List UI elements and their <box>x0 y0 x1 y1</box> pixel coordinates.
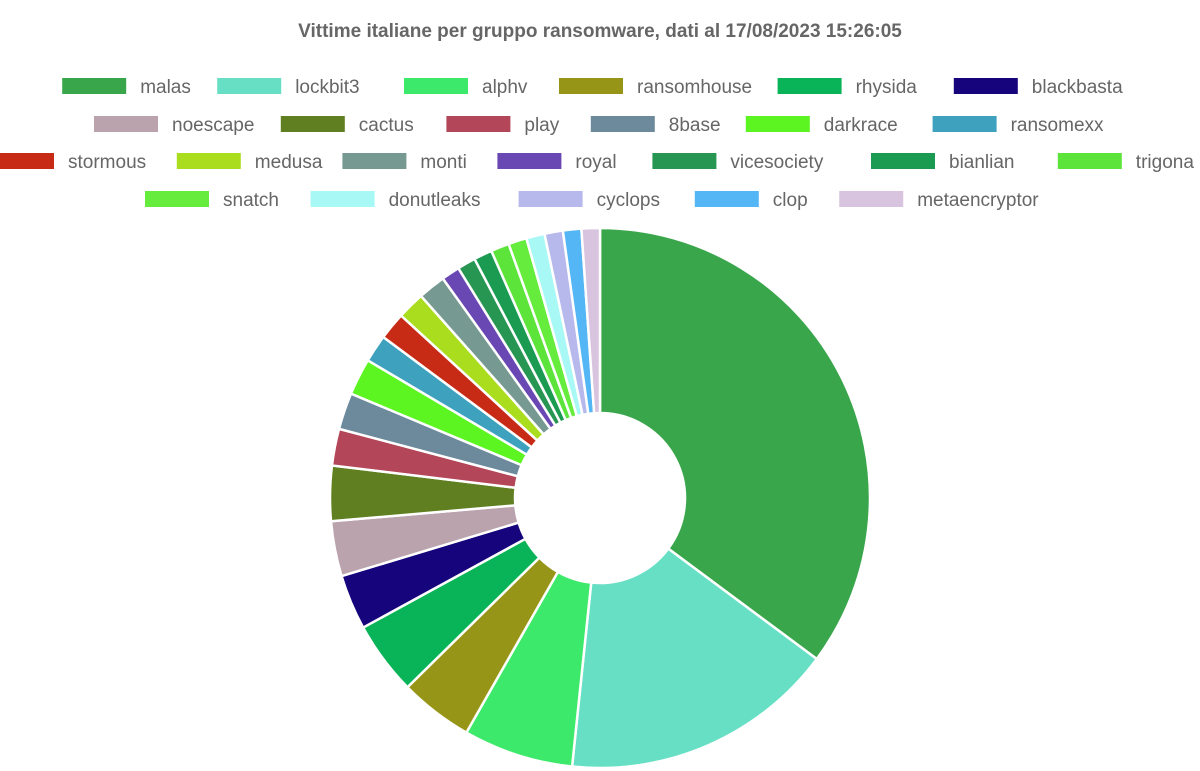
legend-item[interactable]: cactus <box>280 115 414 136</box>
legend-swatch <box>652 153 717 169</box>
legend-label: play <box>524 115 559 136</box>
legend-label: clop <box>773 190 808 211</box>
legend-item[interactable]: trigona <box>1057 152 1195 173</box>
legend-item[interactable]: vicesociety <box>652 152 824 173</box>
legend-label: alphv <box>482 77 528 98</box>
legend-label: bianlian <box>949 152 1015 173</box>
legend-item[interactable]: lockbit3 <box>217 77 360 98</box>
legend-label: darkrace <box>824 115 898 136</box>
legend-swatch <box>839 191 904 207</box>
legend-item[interactable]: 8base <box>590 115 721 136</box>
legend-swatch <box>777 78 842 94</box>
chart-title: Vittime italiane per gruppo ransomware, … <box>298 21 902 42</box>
legend-label: monti <box>420 152 466 173</box>
legend-item[interactable]: monti <box>342 152 467 173</box>
legend-label: ransomhouse <box>637 77 752 98</box>
legend-label: snatch <box>223 190 279 211</box>
legend-swatch <box>559 78 623 94</box>
legend-item[interactable]: darkrace <box>745 115 898 136</box>
legend-label: malas <box>140 77 191 98</box>
legend-swatch <box>1057 153 1122 169</box>
legend-label: 8base <box>669 115 721 136</box>
legend-label: noescape <box>172 115 254 136</box>
legend-swatch <box>953 78 1018 94</box>
legend-swatch <box>590 116 655 132</box>
legend-item[interactable]: stormous <box>0 152 146 173</box>
legend-label: cyclops <box>597 190 660 211</box>
legend-swatch <box>694 191 759 207</box>
legend-item[interactable]: donutleaks <box>310 190 481 211</box>
legend-label: rhysida <box>856 77 918 98</box>
legend-swatch <box>342 153 407 169</box>
legend-item[interactable]: clop <box>694 190 808 211</box>
legend: malas lockbit3 alphv ransomhouse rhysida blac… <box>0 77 1194 211</box>
legend-swatch <box>217 78 282 94</box>
legend-swatch <box>176 153 241 169</box>
pie-slice-lockbit3[interactable] <box>570 546 819 770</box>
legend-label: trigona <box>1136 152 1195 173</box>
pie-slice-metaencryptor[interactable] <box>580 226 602 415</box>
legend-swatch <box>745 116 810 132</box>
legend-label: blackbasta <box>1032 77 1123 98</box>
legend-swatch <box>404 78 468 94</box>
legend-label: medusa <box>255 152 323 173</box>
legend-item[interactable]: snatch <box>145 190 279 211</box>
legend-item[interactable]: bianlian <box>871 152 1015 173</box>
legend-swatch <box>280 116 345 132</box>
legend-swatch <box>310 191 375 207</box>
legend-item[interactable]: cyclops <box>518 190 660 211</box>
legend-swatch <box>932 116 997 132</box>
legend-swatch <box>871 153 935 169</box>
legend-item[interactable]: metaencryptor <box>839 190 1039 211</box>
legend-swatch <box>446 116 511 132</box>
legend-swatch <box>94 116 158 132</box>
legend-item[interactable]: ransomhouse <box>559 77 752 98</box>
legend-item[interactable]: rhysida <box>777 77 918 98</box>
legend-label: stormous <box>68 152 146 173</box>
legend-item[interactable]: medusa <box>176 152 323 173</box>
legend-label: metaencryptor <box>917 190 1039 211</box>
legend-item[interactable]: play <box>446 115 560 136</box>
legend-label: donutleaks <box>389 190 481 211</box>
legend-swatch <box>62 78 127 94</box>
legend-label: ransomexx <box>1011 115 1104 136</box>
legend-item[interactable]: malas <box>62 77 191 98</box>
pie-slice-malas[interactable] <box>598 226 872 661</box>
legend-item[interactable]: royal <box>497 152 617 173</box>
legend-swatch <box>145 191 209 207</box>
legend-item[interactable]: alphv <box>404 77 528 98</box>
pie-slices <box>328 226 872 770</box>
legend-swatch <box>0 153 54 169</box>
legend-label: vicesociety <box>730 152 823 173</box>
legend-swatch <box>497 153 562 169</box>
legend-label: royal <box>575 152 616 173</box>
legend-swatch <box>518 191 583 207</box>
legend-item[interactable]: noescape <box>94 115 254 136</box>
legend-item[interactable]: ransomexx <box>932 115 1104 136</box>
legend-label: lockbit3 <box>295 77 359 98</box>
legend-item[interactable]: blackbasta <box>953 77 1123 98</box>
legend-label: cactus <box>359 115 414 136</box>
